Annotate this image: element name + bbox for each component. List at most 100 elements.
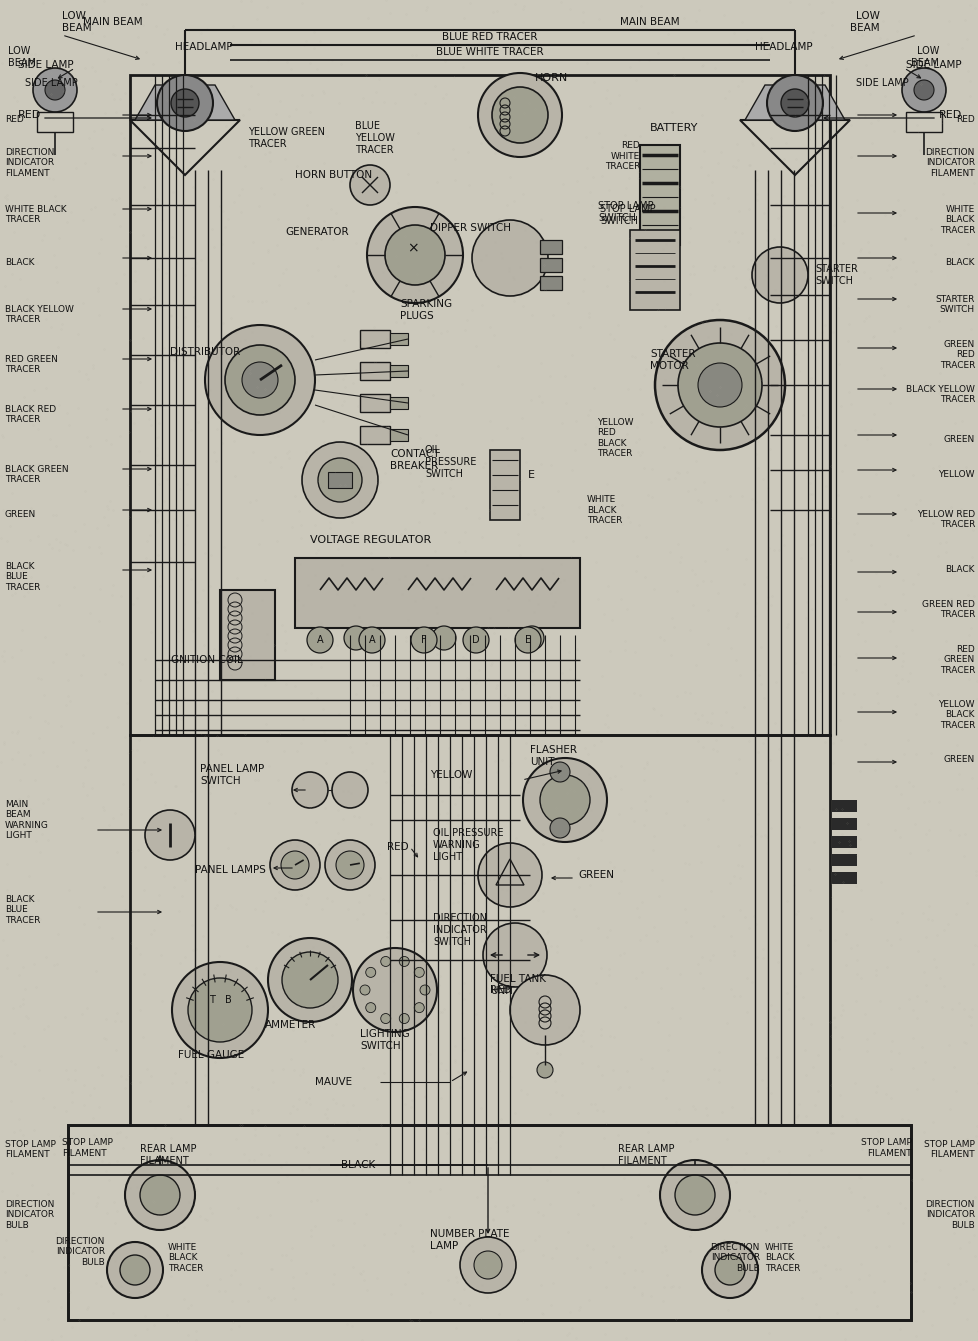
Text: DIRECTION
INDICATOR
FILAMENT: DIRECTION INDICATOR FILAMENT bbox=[5, 148, 55, 178]
Text: BLACK RED
TRACER: BLACK RED TRACER bbox=[5, 405, 56, 424]
Circle shape bbox=[780, 89, 808, 117]
Text: YELLOW: YELLOW bbox=[938, 469, 974, 479]
Text: MAIN BEAM: MAIN BEAM bbox=[620, 17, 680, 27]
Text: BLUE
YELLOW
TRACER: BLUE YELLOW TRACER bbox=[355, 122, 394, 154]
Text: GREEN RED
TRACER: GREEN RED TRACER bbox=[921, 599, 974, 620]
Text: BLACK YELLOW
TRACER: BLACK YELLOW TRACER bbox=[5, 304, 73, 325]
Circle shape bbox=[384, 225, 445, 286]
Text: DIPPER SWITCH: DIPPER SWITCH bbox=[429, 223, 511, 233]
Circle shape bbox=[701, 1242, 757, 1298]
Text: GREEN: GREEN bbox=[943, 755, 974, 764]
Text: STOP LAMP
SWITCH: STOP LAMP SWITCH bbox=[600, 204, 655, 225]
Text: STOP LAMP
FILAMENT: STOP LAMP FILAMENT bbox=[923, 1140, 974, 1160]
Text: RED: RED bbox=[18, 110, 41, 119]
Text: AMMETER: AMMETER bbox=[265, 1021, 316, 1030]
Text: IGNITION COIL: IGNITION COIL bbox=[168, 654, 243, 665]
Text: B: B bbox=[224, 995, 231, 1004]
Circle shape bbox=[380, 1014, 390, 1023]
Circle shape bbox=[366, 1003, 376, 1012]
Circle shape bbox=[537, 1062, 553, 1078]
Circle shape bbox=[380, 956, 390, 967]
Circle shape bbox=[674, 1175, 714, 1215]
Circle shape bbox=[482, 923, 547, 987]
Circle shape bbox=[420, 986, 429, 995]
Text: E: E bbox=[527, 469, 534, 480]
Text: FUEL TANK
UNIT: FUEL TANK UNIT bbox=[490, 974, 546, 996]
Circle shape bbox=[901, 68, 945, 113]
Circle shape bbox=[751, 247, 807, 303]
Bar bbox=[831, 854, 856, 866]
Circle shape bbox=[514, 628, 541, 653]
Circle shape bbox=[204, 325, 315, 434]
Circle shape bbox=[414, 1003, 423, 1012]
Text: SIDE LAMP: SIDE LAMP bbox=[906, 60, 961, 70]
Text: LOW
BEAM: LOW BEAM bbox=[911, 46, 938, 68]
Text: RED: RED bbox=[386, 842, 408, 852]
Circle shape bbox=[399, 1014, 409, 1023]
Circle shape bbox=[411, 628, 436, 653]
Circle shape bbox=[318, 459, 362, 502]
Circle shape bbox=[225, 345, 294, 414]
Bar bbox=[640, 145, 680, 245]
Text: BLACK GREEN
TRACER: BLACK GREEN TRACER bbox=[5, 465, 68, 484]
Text: CONTACT
BREAKER: CONTACT BREAKER bbox=[389, 449, 439, 471]
Bar bbox=[490, 451, 519, 520]
Circle shape bbox=[140, 1175, 180, 1215]
Circle shape bbox=[697, 363, 741, 408]
Circle shape bbox=[172, 961, 268, 1058]
Bar bbox=[328, 472, 352, 488]
Text: RED
WHITE
TRACER: RED WHITE TRACER bbox=[604, 141, 640, 170]
Circle shape bbox=[477, 843, 542, 907]
Bar bbox=[389, 397, 408, 409]
Circle shape bbox=[171, 89, 199, 117]
Text: RED
GREEN
TRACER: RED GREEN TRACER bbox=[939, 645, 974, 675]
Text: HEADLAMP: HEADLAMP bbox=[175, 42, 233, 52]
Text: LIGHTING
SWITCH: LIGHTING SWITCH bbox=[360, 1029, 410, 1051]
Text: WHITE
BLACK
TRACER: WHITE BLACK TRACER bbox=[168, 1243, 203, 1273]
Bar bbox=[540, 257, 561, 272]
Text: SPARKING
PLUGS: SPARKING PLUGS bbox=[400, 299, 452, 320]
Bar bbox=[294, 558, 579, 628]
Text: BLACK: BLACK bbox=[5, 257, 34, 267]
Circle shape bbox=[477, 72, 561, 157]
Text: GREEN
RED
TRACER: GREEN RED TRACER bbox=[939, 341, 974, 370]
Circle shape bbox=[307, 628, 333, 653]
Text: LOW
BEAM: LOW BEAM bbox=[850, 11, 879, 32]
Text: BLACK: BLACK bbox=[340, 1160, 375, 1169]
Circle shape bbox=[399, 956, 409, 967]
Text: BLACK: BLACK bbox=[945, 257, 974, 267]
Bar bbox=[130, 735, 829, 1125]
Text: VOLTAGE REGULATOR: VOLTAGE REGULATOR bbox=[310, 535, 431, 544]
Text: FUEL GAUGE: FUEL GAUGE bbox=[178, 1050, 244, 1059]
Bar bbox=[37, 113, 73, 131]
Circle shape bbox=[281, 852, 309, 878]
Bar bbox=[540, 240, 561, 253]
Bar bbox=[220, 590, 275, 680]
Circle shape bbox=[492, 87, 548, 143]
Circle shape bbox=[510, 975, 579, 1045]
Text: HEADLAMP: HEADLAMP bbox=[754, 42, 812, 52]
Text: RED: RED bbox=[490, 986, 511, 995]
Text: RED: RED bbox=[5, 115, 23, 123]
Circle shape bbox=[913, 80, 933, 101]
Bar bbox=[130, 75, 829, 735]
Circle shape bbox=[678, 343, 761, 426]
Text: RED GREEN
TRACER: RED GREEN TRACER bbox=[5, 355, 58, 374]
Circle shape bbox=[188, 978, 251, 1042]
Circle shape bbox=[332, 772, 368, 809]
Text: YELLOW GREEN
TRACER: YELLOW GREEN TRACER bbox=[247, 127, 325, 149]
Text: OIL PRESSURE
WARNING
LIGHT: OIL PRESSURE WARNING LIGHT bbox=[432, 829, 503, 862]
Circle shape bbox=[33, 68, 77, 113]
Polygon shape bbox=[135, 84, 235, 119]
Text: GREEN: GREEN bbox=[5, 510, 36, 519]
Text: YELLOW RED
TRACER: YELLOW RED TRACER bbox=[916, 510, 974, 530]
Bar bbox=[540, 276, 561, 290]
Circle shape bbox=[463, 628, 488, 653]
Circle shape bbox=[659, 1160, 730, 1230]
Text: DIRECTION
INDICATOR
BULB: DIRECTION INDICATOR BULB bbox=[924, 1200, 974, 1230]
Bar bbox=[360, 362, 389, 380]
Text: BLUE WHITE TRACER: BLUE WHITE TRACER bbox=[436, 47, 543, 58]
Text: HORN: HORN bbox=[534, 72, 567, 83]
Circle shape bbox=[270, 839, 320, 890]
Text: YELLOW: YELLOW bbox=[429, 770, 472, 780]
